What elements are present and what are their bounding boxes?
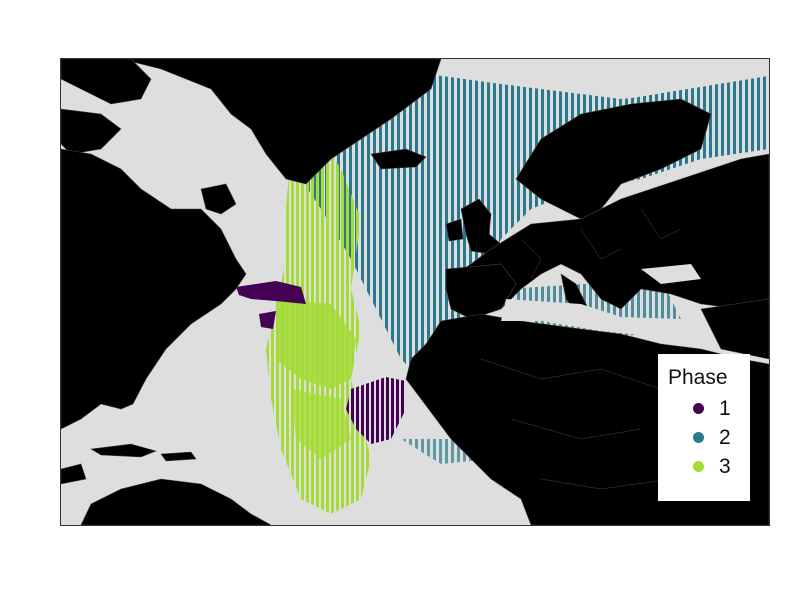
iberia bbox=[445, 263, 517, 320]
legend: Phase 1 2 3 bbox=[658, 354, 750, 501]
legend-label-phase-2: 2 bbox=[719, 425, 731, 449]
scandinavia bbox=[515, 98, 712, 220]
canada-arctic bbox=[61, 59, 152, 105]
legend-item-phase-1: 1 bbox=[668, 394, 750, 423]
phase-1-region bbox=[236, 281, 406, 444]
legend-label-phase-3: 3 bbox=[719, 454, 731, 478]
map-panel bbox=[60, 58, 770, 526]
legend-swatch-phase-1 bbox=[693, 403, 704, 414]
south-america bbox=[80, 478, 272, 525]
greenland bbox=[120, 59, 442, 185]
iceland bbox=[370, 148, 427, 170]
phase-3-region bbox=[266, 139, 691, 514]
legend-swatch-phase-2 bbox=[693, 432, 704, 443]
legend-item-phase-2: 2 bbox=[668, 423, 750, 452]
legend-swatch-phase-3 bbox=[693, 461, 704, 472]
legend-label-phase-1: 1 bbox=[719, 396, 731, 420]
north-atlantic-map bbox=[61, 59, 769, 525]
legend-title: Phase bbox=[668, 366, 728, 389]
legend-item-phase-3: 3 bbox=[668, 452, 750, 481]
country-borders bbox=[480, 208, 682, 490]
north-america bbox=[61, 148, 247, 430]
caribbean bbox=[90, 443, 157, 458]
